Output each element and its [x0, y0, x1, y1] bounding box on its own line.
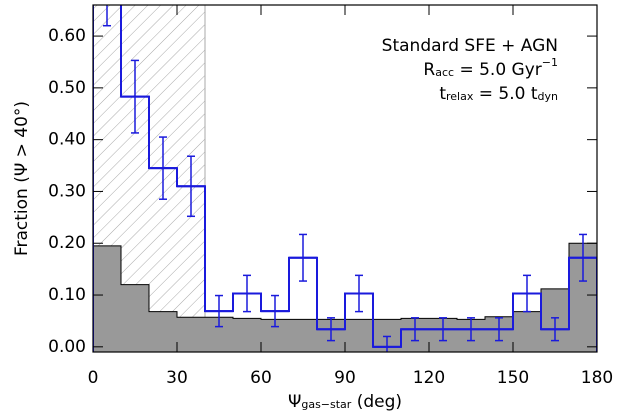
annotation: trelax = 5.0 tdyn: [439, 84, 558, 104]
text-part: = 5.0 Gyr: [454, 60, 542, 80]
annotation: Standard SFE + AGN: [382, 36, 558, 56]
plot-area: [93, 5, 597, 352]
text-part: −1: [542, 56, 558, 69]
x-tick-label: 90: [334, 368, 356, 388]
histogram-bar: [121, 284, 149, 352]
y-tick-label: 0.10: [48, 285, 86, 305]
x-tick-label: 60: [250, 368, 272, 388]
x-tick-label: 30: [166, 368, 188, 388]
y-tick-label: 0.00: [48, 337, 86, 357]
x-tick-label: 180: [581, 368, 613, 388]
x-tick-label: 120: [413, 368, 445, 388]
text-part: dyn: [538, 90, 558, 103]
text-part: acc: [435, 66, 454, 79]
y-axis-label: Fraction (Ψ > 40°): [12, 101, 32, 256]
text-part: gas−star: [301, 398, 351, 411]
x-tick-label: 0: [88, 368, 99, 388]
histogram-bar: [177, 317, 205, 352]
axes: 0 30 60 90 120 150 180 0.00 0.10 0.20 0.30 0.40 0.50…: [12, 5, 613, 412]
histogram-bar: [93, 245, 121, 352]
text-part: t: [439, 84, 446, 104]
text-part: = 5.0 t: [473, 84, 537, 104]
histogram-outline: [93, 242, 597, 352]
text-part: R: [423, 60, 435, 80]
text-part: Standard SFE + AGN: [382, 36, 558, 56]
histogram-bar: [233, 318, 261, 352]
y-tick-label: 0.50: [48, 78, 86, 98]
annotation: Racc = 5.0 Gyr−1: [423, 56, 558, 80]
y-tick-label: 0.20: [48, 233, 86, 253]
y-tick-label: 0.40: [48, 130, 86, 150]
text-part: Ψ: [288, 392, 301, 412]
x-tick-label: 150: [497, 368, 529, 388]
text-part: (deg): [351, 392, 402, 412]
x-axis-label: Ψgas−star (deg): [288, 392, 402, 412]
histogram-bar: [149, 311, 177, 352]
histogram-bar: [345, 319, 373, 352]
histogram-bar: [513, 311, 541, 352]
y-tick-label: 0.60: [48, 26, 86, 46]
histogram-bar: [289, 319, 317, 352]
text-part: relax: [446, 90, 474, 103]
y-tick-label: 0.30: [48, 181, 86, 201]
